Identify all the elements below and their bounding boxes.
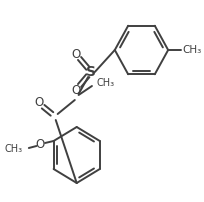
Text: O: O	[34, 97, 43, 109]
Text: O: O	[36, 139, 45, 152]
Text: CH₃: CH₃	[97, 78, 115, 88]
Text: CH₃: CH₃	[4, 144, 22, 154]
Text: O: O	[71, 47, 80, 61]
Text: S: S	[86, 65, 96, 79]
Text: O: O	[71, 83, 80, 97]
Text: CH₃: CH₃	[182, 45, 202, 55]
